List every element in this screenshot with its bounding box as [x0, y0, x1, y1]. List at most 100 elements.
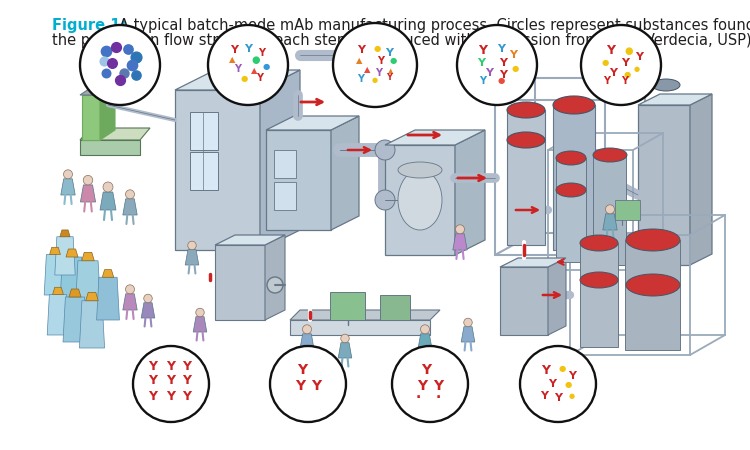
Text: Y: Y	[148, 374, 158, 387]
Ellipse shape	[398, 162, 442, 178]
Point	[126, 61, 138, 68]
Text: Y: Y	[166, 360, 176, 373]
Polygon shape	[603, 214, 617, 230]
Polygon shape	[556, 158, 586, 262]
Bar	[274, 182, 296, 210]
Point	[130, 54, 142, 61]
Polygon shape	[455, 130, 485, 255]
Text: ●: ●	[625, 46, 633, 56]
Ellipse shape	[556, 151, 586, 165]
Text: ●: ●	[634, 66, 640, 72]
Polygon shape	[80, 301, 104, 348]
Circle shape	[144, 294, 152, 303]
Text: ●: ●	[512, 64, 519, 73]
Circle shape	[302, 325, 311, 334]
Text: Y: Y	[386, 73, 392, 82]
Polygon shape	[76, 261, 100, 308]
Polygon shape	[500, 258, 566, 267]
Ellipse shape	[593, 148, 627, 162]
Text: Y: Y	[376, 68, 382, 78]
Polygon shape	[82, 252, 94, 261]
Polygon shape	[453, 234, 467, 250]
Polygon shape	[625, 240, 680, 350]
Text: Y: Y	[609, 68, 617, 78]
Polygon shape	[80, 85, 117, 95]
Circle shape	[340, 334, 350, 343]
Ellipse shape	[652, 79, 680, 91]
Text: Y: Y	[499, 58, 507, 68]
Circle shape	[188, 241, 196, 250]
Text: Y: Y	[235, 64, 242, 74]
Bar	[330, 292, 365, 320]
Text: A typical batch-mode mAb manufacturing process. Circles represent substances fou: A typical batch-mode mAb manufacturing p…	[119, 18, 750, 33]
Polygon shape	[63, 297, 87, 342]
Polygon shape	[69, 289, 81, 297]
Text: Y: Y	[568, 371, 576, 381]
Polygon shape	[507, 110, 545, 245]
Text: Y: Y	[540, 391, 548, 401]
Text: ●: ●	[623, 71, 631, 80]
Polygon shape	[638, 105, 690, 265]
Point	[130, 72, 142, 79]
Circle shape	[392, 346, 468, 422]
Polygon shape	[266, 116, 359, 130]
Polygon shape	[690, 94, 712, 265]
Text: Y: Y	[478, 45, 488, 58]
Polygon shape	[44, 255, 66, 295]
Text: ●: ●	[240, 75, 248, 84]
Point	[106, 59, 118, 67]
Polygon shape	[260, 70, 300, 250]
Text: Y: Y	[358, 74, 364, 84]
Polygon shape	[638, 94, 712, 105]
Text: Y: Y	[148, 360, 158, 373]
Circle shape	[455, 225, 464, 234]
Text: Y: Y	[311, 379, 321, 393]
Text: Y: Y	[607, 45, 616, 58]
Ellipse shape	[580, 272, 618, 288]
Circle shape	[605, 205, 614, 214]
Text: Y: Y	[256, 73, 263, 83]
Ellipse shape	[375, 140, 395, 160]
Text: ●: ●	[564, 379, 572, 388]
Circle shape	[125, 285, 134, 294]
Text: ●: ●	[497, 76, 505, 86]
Text: ●: ●	[262, 63, 270, 72]
Polygon shape	[123, 294, 137, 310]
Polygon shape	[80, 140, 140, 155]
Point	[98, 58, 110, 65]
Text: Y: Y	[421, 363, 431, 377]
Polygon shape	[97, 277, 119, 320]
Text: Y: Y	[635, 52, 643, 62]
Text: Y: Y	[509, 50, 517, 60]
Text: Y: Y	[604, 76, 610, 86]
Polygon shape	[300, 334, 314, 350]
Polygon shape	[215, 245, 265, 320]
Polygon shape	[50, 248, 61, 255]
Text: Y: Y	[479, 76, 487, 86]
Polygon shape	[102, 270, 114, 277]
Polygon shape	[418, 334, 432, 350]
Polygon shape	[266, 130, 331, 230]
Text: ●: ●	[372, 77, 378, 83]
Text: Y: Y	[182, 390, 191, 402]
Point	[114, 76, 126, 84]
Bar	[615, 200, 640, 220]
Point	[118, 69, 130, 76]
Circle shape	[125, 190, 134, 199]
Polygon shape	[47, 294, 69, 335]
Polygon shape	[141, 303, 154, 318]
Text: Y: Y	[385, 48, 393, 58]
Text: Y: Y	[182, 374, 191, 387]
Circle shape	[208, 25, 288, 105]
Text: Y: Y	[166, 390, 176, 402]
Polygon shape	[123, 199, 137, 215]
Ellipse shape	[626, 229, 680, 251]
Text: Y: Y	[548, 379, 556, 389]
Text: ·: ·	[416, 391, 421, 405]
Ellipse shape	[556, 183, 586, 197]
Circle shape	[267, 277, 283, 293]
Point	[110, 43, 122, 50]
Text: Y: Y	[259, 48, 266, 58]
Text: Y: Y	[477, 58, 485, 68]
Circle shape	[133, 346, 209, 422]
